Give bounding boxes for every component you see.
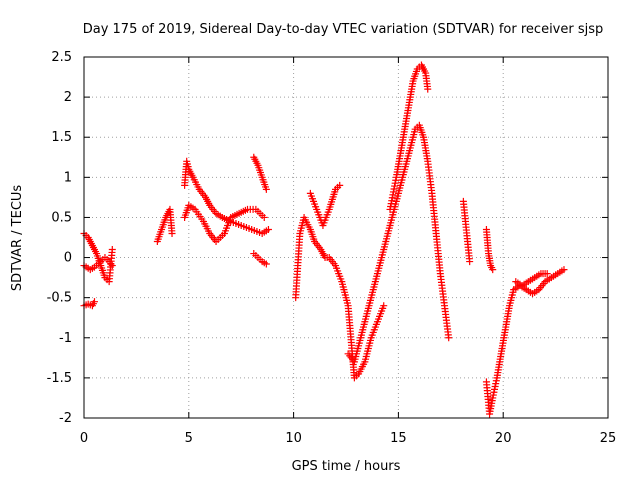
y-tick-label: -0.5	[47, 291, 72, 306]
grid-lines	[84, 57, 608, 418]
data-point	[466, 258, 474, 266]
series-arc-p	[512, 270, 551, 290]
data-point	[380, 302, 388, 310]
data-point	[108, 262, 116, 270]
data-point	[424, 85, 432, 93]
y-tick-label: -1.5	[47, 371, 72, 386]
y-tick-label: -2	[59, 411, 72, 426]
x-axis-label: GPS time / hours	[292, 459, 401, 474]
series-arc-j	[306, 181, 344, 229]
series-arc-d	[153, 205, 176, 246]
data-point	[336, 181, 344, 189]
y-tick-label: -1	[59, 331, 72, 346]
series-arc-l	[386, 61, 432, 213]
series-arc-k	[344, 121, 453, 366]
y-tick-label: 0	[64, 251, 72, 266]
data-point	[560, 266, 568, 274]
series-arc-m	[459, 197, 474, 266]
data-point	[543, 270, 551, 278]
y-tick-label: 1.5	[51, 130, 72, 145]
y-axis-label: SDTVAR / TECUs	[10, 185, 25, 292]
plot-frame	[83, 56, 609, 419]
data-point	[108, 246, 116, 254]
x-tick-label: 25	[600, 431, 617, 446]
series-arc-c	[80, 298, 98, 310]
y-tick-label: 1	[64, 170, 72, 185]
series-arc-n	[482, 225, 497, 274]
data-point	[489, 266, 497, 274]
series-arc-f	[181, 201, 268, 246]
y-tick-label: 2.5	[51, 50, 72, 65]
data-marks	[80, 61, 568, 418]
series-arc-g	[250, 153, 270, 193]
series-arc-h	[250, 250, 270, 268]
data-point	[445, 334, 453, 342]
x-tick-label: 15	[390, 431, 407, 446]
x-tick-label: 10	[285, 431, 302, 446]
data-point	[264, 225, 272, 233]
y-tick-label: 0.5	[51, 210, 72, 225]
data-point	[168, 229, 176, 237]
axis-ticks: 0 5 10 15 20 25 -2 -1.5 -1 -0.5 0 0.5 1 1.5 2 2.5	[47, 50, 617, 446]
x-tick-label: 20	[495, 431, 512, 446]
x-tick-label: 5	[185, 431, 193, 446]
data-point	[260, 213, 268, 221]
chart-title: Day 175 of 2019, Sidereal Day-to-day VTE…	[83, 22, 604, 37]
data-point	[90, 298, 98, 306]
y-tick-label: 2	[64, 90, 72, 105]
data-point	[262, 185, 270, 193]
data-point	[262, 260, 270, 268]
x-tick-label: 0	[80, 431, 88, 446]
